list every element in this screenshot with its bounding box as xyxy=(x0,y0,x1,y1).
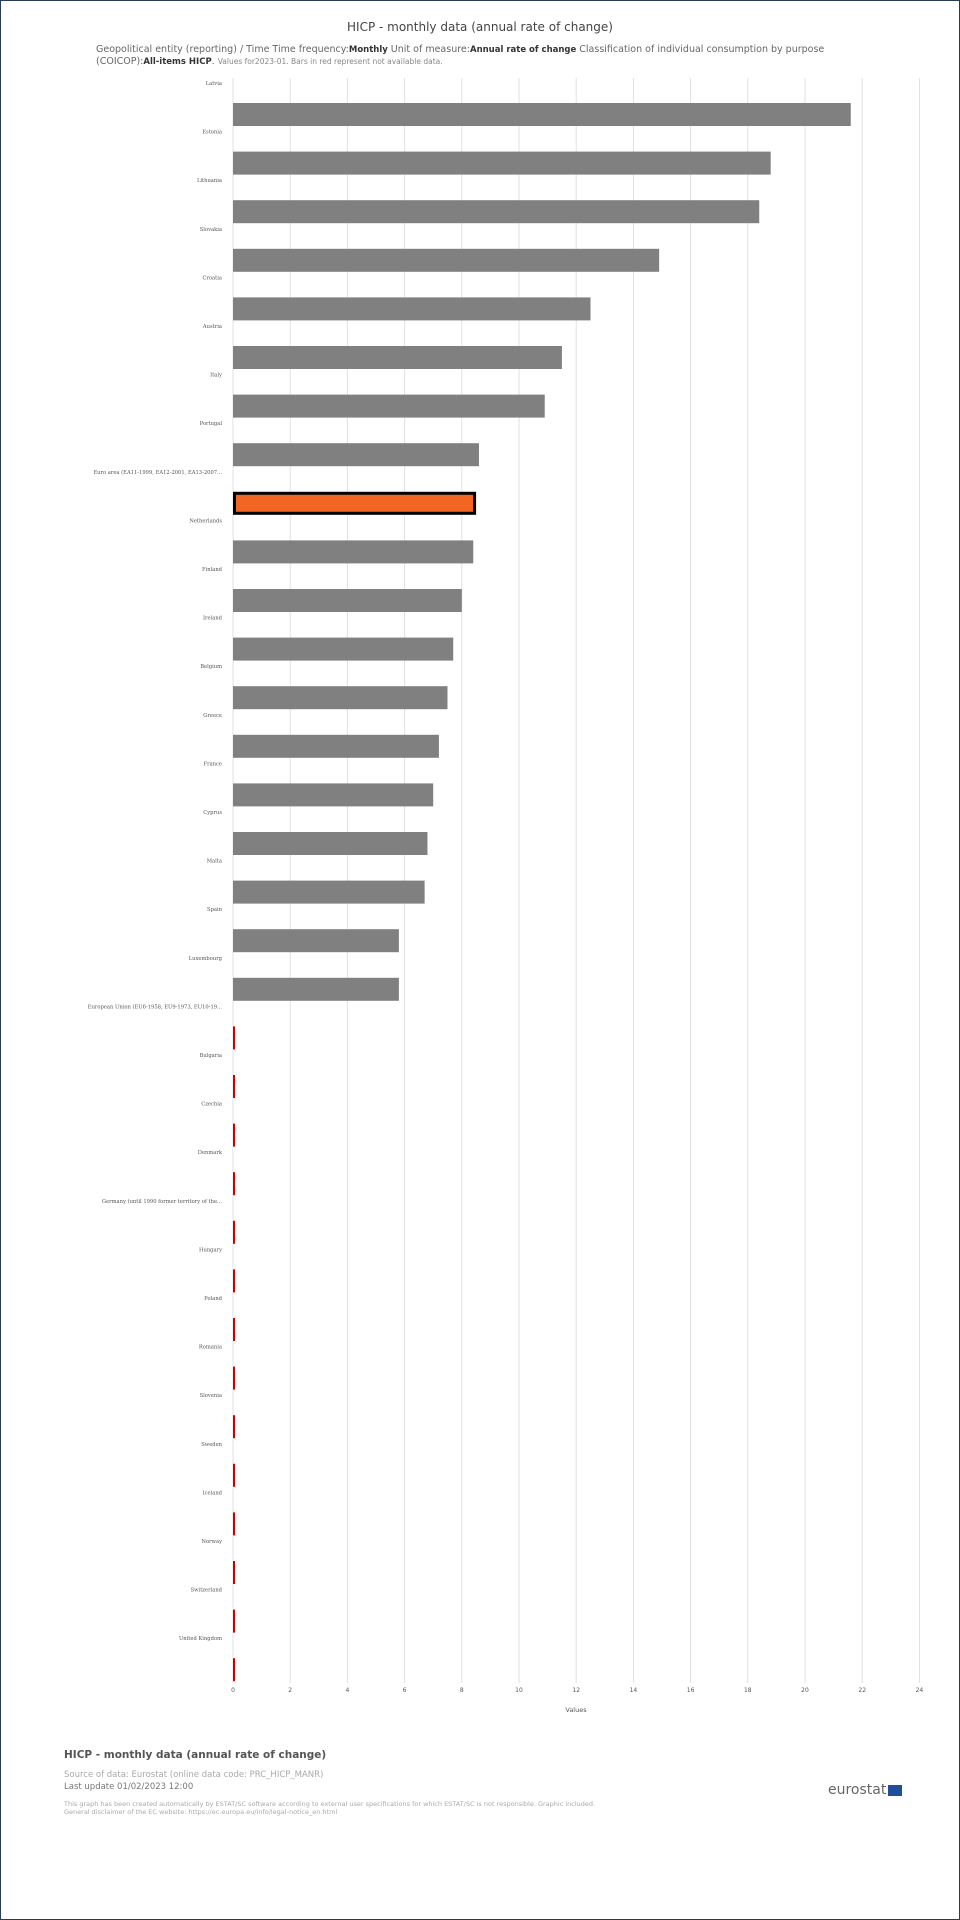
x-tick-label: 24 xyxy=(916,1687,924,1694)
missing-bar xyxy=(233,1415,235,1439)
missing-bar xyxy=(233,1463,235,1487)
x-axis-label: Values xyxy=(565,1706,587,1714)
category-label: Spain xyxy=(207,907,223,913)
category-label: European Union (EU6-1958, EU9-1973, EU10… xyxy=(88,1003,223,1010)
missing-bar xyxy=(233,1658,235,1682)
missing-bar xyxy=(233,1512,235,1536)
category-label: Belgium xyxy=(200,664,222,670)
missing-bar xyxy=(233,1172,235,1196)
category-label: Romania xyxy=(199,1345,222,1351)
category-label: Cyprus xyxy=(203,810,222,816)
category-label: Estonia xyxy=(202,130,222,136)
missing-bar xyxy=(233,1609,235,1633)
x-tick-label: 14 xyxy=(630,1687,638,1694)
category-label: France xyxy=(204,761,223,767)
category-label: United Kingdom xyxy=(179,1636,222,1642)
eu-flag-icon xyxy=(888,1784,903,1796)
bar xyxy=(233,589,462,612)
footer-source: Source of data: Eurostat (online data co… xyxy=(64,1770,324,1780)
bar xyxy=(233,103,851,126)
bar xyxy=(233,394,545,418)
x-tick-label: 12 xyxy=(572,1687,580,1694)
x-tick-label: 6 xyxy=(403,1687,407,1694)
category-label: Slovakia xyxy=(200,227,222,233)
category-label: Denmark xyxy=(198,1150,223,1156)
x-tick-label: 2 xyxy=(288,1687,292,1694)
logo-text: eurostat xyxy=(828,1782,887,1798)
bar xyxy=(233,540,474,564)
category-label: Malta xyxy=(207,859,222,865)
bar xyxy=(233,783,434,807)
x-tick-label: 4 xyxy=(345,1687,349,1694)
category-label: Euro area (EA11-1999, EA12-2001, EA13-20… xyxy=(93,469,222,476)
category-label: Slovenia xyxy=(200,1393,222,1399)
bar xyxy=(233,734,439,758)
category-label: Austria xyxy=(202,324,222,330)
bar xyxy=(233,443,479,467)
bar xyxy=(233,686,448,710)
x-tick-label: 0 xyxy=(231,1687,235,1694)
bar xyxy=(233,929,399,953)
classification-prefix: Classification of individual consumption… xyxy=(96,44,825,67)
category-label: Netherlands xyxy=(189,518,222,524)
footer-last-update: Last update 01/02/2023 12:00 xyxy=(64,1782,194,1792)
time-frequency-value: Monthly xyxy=(348,45,388,55)
missing-bar xyxy=(233,1220,235,1244)
bar xyxy=(233,297,591,321)
classification-value: All-items HICP xyxy=(143,57,212,67)
category-label: Hungary xyxy=(199,1247,222,1253)
category-label: Norway xyxy=(201,1539,222,1545)
missing-bar xyxy=(233,1561,235,1584)
missing-bar xyxy=(233,1269,235,1293)
category-label: Finland xyxy=(202,567,223,573)
category-label: Portugal xyxy=(200,421,223,427)
subtitle-note: Values for2023-01. Bars in red represent… xyxy=(217,57,443,66)
missing-bar xyxy=(233,1026,235,1050)
category-label: Latvia xyxy=(206,81,222,87)
chart-subtitle: Geopolitical entity (reporting) / Time T… xyxy=(96,44,825,67)
footer-note-line2: General disclaimer of the EC website: ht… xyxy=(64,1808,338,1816)
x-tick-label: 16 xyxy=(687,1687,695,1694)
footer-disclaimer: This graph has been created automaticall… xyxy=(64,1800,664,1816)
category-label: Greece xyxy=(203,713,222,719)
footer-note-line1: This graph has been created automaticall… xyxy=(64,1800,596,1808)
highlight-bar xyxy=(233,491,477,515)
unit-value: Annual rate of change xyxy=(469,45,577,55)
category-label: Ireland xyxy=(203,616,223,622)
category-label: Iceland xyxy=(203,1490,223,1496)
bar xyxy=(233,151,771,175)
missing-bar xyxy=(233,1075,235,1098)
bar xyxy=(233,637,454,661)
bar xyxy=(233,248,660,272)
x-tick-label: 18 xyxy=(744,1687,752,1694)
bar xyxy=(233,346,562,369)
eurostat-logo: eurostat xyxy=(828,1782,903,1798)
category-label: Czechia xyxy=(201,1102,222,1108)
chart-title: HICP - monthly data (annual rate of chan… xyxy=(347,20,613,34)
missing-bar xyxy=(233,1366,235,1390)
x-tick-label: 20 xyxy=(801,1687,809,1694)
category-label: Sweden xyxy=(201,1442,222,1448)
category-label: Croatia xyxy=(202,275,222,281)
category-label: Luxembourg xyxy=(189,956,223,962)
missing-bar xyxy=(233,1318,235,1341)
bar xyxy=(233,977,399,1001)
bar xyxy=(233,200,760,224)
x-tick-label: 22 xyxy=(858,1687,866,1694)
category-label: Germany (until 1990 former territory of … xyxy=(102,1198,222,1205)
bar xyxy=(233,880,425,904)
category-label: Switzerland xyxy=(191,1588,223,1594)
category-label: Poland xyxy=(204,1296,222,1302)
category-label: Bulgaria xyxy=(200,1053,222,1059)
unit-prefix: Unit of measure: xyxy=(387,44,470,55)
category-label: Lithuania xyxy=(197,178,222,184)
x-tick-label: 10 xyxy=(515,1687,523,1694)
bar xyxy=(233,832,428,855)
missing-bar xyxy=(233,1123,235,1147)
x-tick-label: 8 xyxy=(460,1687,464,1694)
footer-title: HICP - monthly data (annual rate of chan… xyxy=(64,1749,327,1761)
subtitle-prefix: Geopolitical entity (reporting) / Time T… xyxy=(96,44,349,55)
category-label: Italy xyxy=(210,373,222,379)
